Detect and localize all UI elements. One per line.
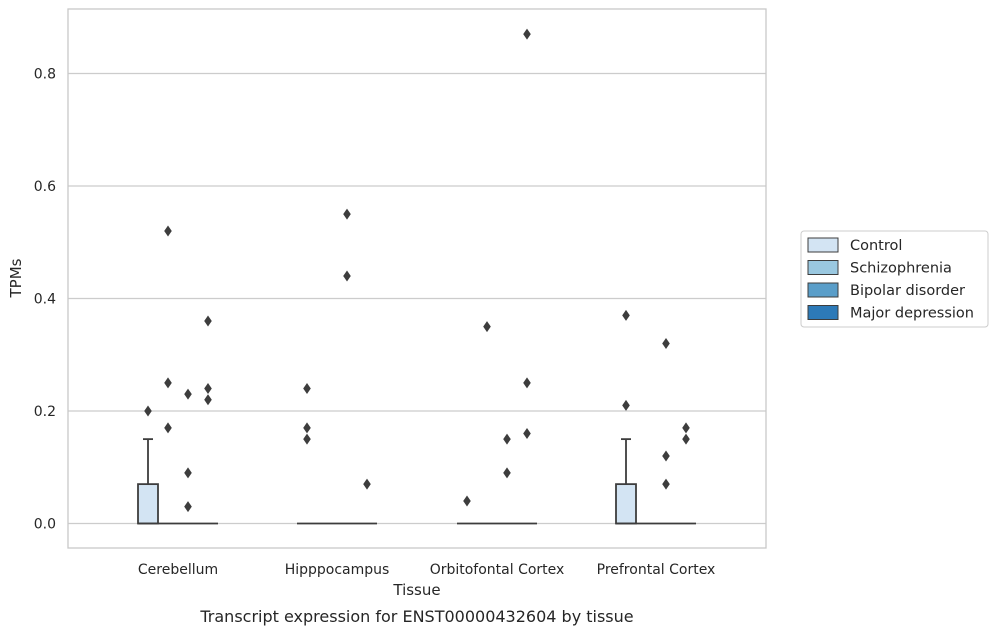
y-tick-labels: 0.0 0.2 0.4 0.6 0.8	[34, 67, 56, 533]
outlier-point	[303, 433, 311, 445]
grid-lines	[68, 72, 766, 525]
outlier-point	[682, 433, 690, 445]
legend-label: Major depression	[850, 306, 974, 322]
legend-item: Control	[807, 237, 902, 254]
outlier-point	[622, 309, 630, 321]
box	[137, 483, 159, 525]
y-tick-label: 0.8	[34, 67, 56, 83]
outlier-point	[662, 450, 670, 462]
x-tick-label: Hipppocampus	[285, 562, 390, 578]
outlier-point	[204, 315, 212, 327]
outlier-point	[204, 394, 212, 406]
legend-label: Bipolar disorder	[850, 283, 965, 299]
outlier-point	[184, 388, 192, 400]
outlier-point	[523, 428, 531, 439]
x-tick-labels: Cerebellum Hipppocampus Orbitofontal Corte…	[138, 562, 715, 578]
x-axis-title: Tissue	[392, 581, 440, 599]
outlier-point	[164, 225, 172, 237]
outlier-point	[503, 433, 511, 445]
x-tick-label: Prefrontal Cortex	[597, 562, 716, 578]
legend-label: Schizophrenia	[850, 261, 952, 277]
outlier-point	[662, 338, 670, 349]
series-control	[137, 309, 637, 525]
legend: Control Schizophrenia Bipolar disorder Majo…	[800, 230, 989, 328]
legend-frame	[800, 230, 989, 328]
chart-caption: Transcript expression for ENST0000043260…	[199, 607, 633, 626]
outlier-point	[622, 399, 630, 411]
legend-item: Major depression	[807, 305, 974, 322]
outlier-point	[363, 478, 371, 490]
y-tick-label: 0.0	[34, 517, 56, 533]
y-tick-label: 0.4	[34, 292, 56, 308]
outlier-point	[164, 422, 172, 434]
y-tick-label: 0.6	[34, 179, 56, 195]
series-bipolar-disorder	[178, 208, 676, 525]
outlier-point	[463, 495, 471, 507]
series-schizophrenia	[158, 225, 656, 525]
outlier-point	[343, 208, 351, 220]
outlier-point	[523, 28, 531, 40]
x-tick-label: Orbitofontal Cortex	[430, 562, 565, 578]
x-tick-label: Cerebellum	[138, 562, 218, 578]
plot-frame	[67, 8, 767, 549]
legend-swatch	[807, 305, 839, 320]
outlier-point	[483, 321, 491, 333]
legend-swatch	[807, 260, 839, 275]
outlier-point	[503, 467, 511, 479]
outlier-point	[204, 383, 212, 394]
legend-item: Bipolar disorder	[807, 282, 965, 299]
legend-item: Schizophrenia	[807, 260, 952, 277]
outlier-point	[184, 501, 192, 513]
legend-swatch	[807, 282, 839, 298]
legend-items: Control Schizophrenia Bipolar disorder Majo…	[807, 237, 974, 322]
series-major-depression	[198, 28, 696, 525]
outlier-point	[343, 270, 351, 282]
outlier-point	[303, 422, 311, 434]
box	[615, 483, 637, 525]
outlier-point	[682, 422, 690, 434]
outlier-point	[184, 467, 192, 479]
outlier-point	[523, 377, 531, 389]
outlier-point	[662, 478, 670, 490]
legend-swatch	[807, 237, 839, 253]
y-axis-title: TPMs	[7, 258, 25, 298]
outlier-point	[303, 383, 311, 394]
legend-label: Control	[850, 238, 902, 254]
box-plot-series	[137, 28, 696, 525]
outlier-point	[164, 377, 172, 389]
outlier-point	[144, 405, 152, 417]
y-tick-label: 0.2	[34, 404, 56, 420]
